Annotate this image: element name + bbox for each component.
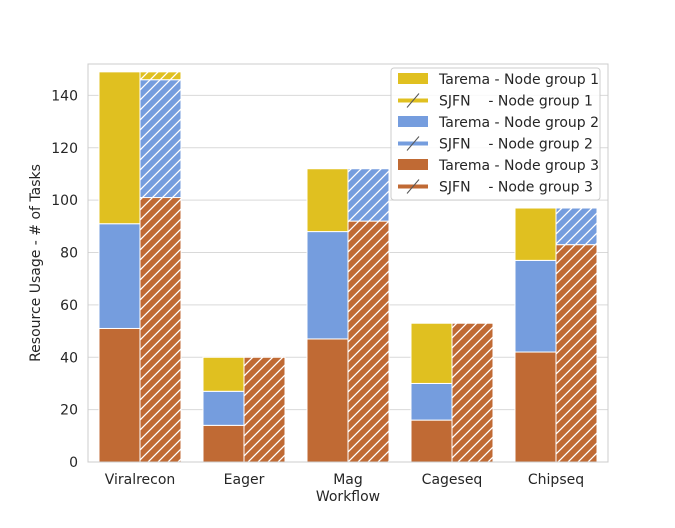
- bar-sjfn-group-3-eager: [243, 356, 286, 463]
- y-tick-label: 60: [60, 298, 78, 314]
- legend-label: Tarema - Node group 1: [438, 72, 599, 88]
- y-axis-label: Resource Usage - # of Tasks: [28, 164, 44, 362]
- legend-label: SJFN - Node group 2: [439, 137, 593, 153]
- legend-hatch-mark: [406, 93, 420, 108]
- legend-box: [390, 67, 601, 201]
- y-tick-label: 120: [51, 141, 78, 157]
- x-tick-label: Cageseq: [422, 472, 483, 488]
- bar-sjfn-group-3-viralrecon: [139, 197, 182, 463]
- y-tick-label: 20: [60, 403, 78, 419]
- bar-tarema-group-3-mag: [306, 338, 349, 463]
- bar-sjfn-group-2-viralrecon: [139, 79, 182, 199]
- bar-tarema-group-2-mag: [306, 231, 349, 340]
- x-tick-label: Viralrecon: [105, 472, 176, 488]
- legend-label: SJFN - Node group 1: [439, 94, 593, 110]
- legend-swatch: [398, 116, 428, 127]
- bar-tarema-group-3-chipseq: [514, 351, 557, 463]
- bar-sjfn-group-1-viralrecon: [139, 71, 182, 81]
- plot-frame: [87, 63, 609, 463]
- legend-hatch-mark: [406, 136, 420, 151]
- bar-tarema-group-1-cageseq: [410, 322, 453, 384]
- legend-label: SJFN - Node group 3: [439, 180, 593, 196]
- legend-hatch-mark: [406, 179, 420, 194]
- legend-label: Tarema - Node group 2: [438, 115, 599, 131]
- y-tick-label: 140: [51, 88, 78, 104]
- bar-tarema-group-2-chipseq: [514, 259, 557, 353]
- legend-swatch: [398, 73, 428, 84]
- y-tick-label: 100: [51, 193, 78, 209]
- bar-sjfn-group-3-chipseq: [555, 244, 598, 463]
- bar-tarema-group-1-chipseq: [514, 207, 557, 261]
- x-tick-label: Eager: [224, 472, 265, 488]
- bar-tarema-group-2-eager: [202, 390, 245, 426]
- legend-swatch: [398, 159, 428, 170]
- bar-tarema-group-3-cageseq: [410, 419, 453, 463]
- y-tick-label: 80: [60, 246, 78, 262]
- y-tick-label: 40: [60, 350, 78, 366]
- bar-tarema-group-2-viralrecon: [98, 223, 141, 329]
- bar-tarema-group-3-viralrecon: [98, 327, 141, 463]
- bar-sjfn-group-3-mag: [347, 220, 390, 463]
- legend: Tarema - Node group 1 SJFN - Node group 1…: [390, 67, 601, 201]
- bar-tarema-group-3-eager: [202, 424, 245, 463]
- bar-sjfn-group-3-cageseq: [451, 322, 494, 463]
- legend-label: Tarema - Node group 3: [438, 158, 599, 174]
- bar-tarema-group-1-viralrecon: [98, 71, 141, 225]
- bar-sjfn-group-2-mag: [347, 168, 390, 222]
- bar-tarema-group-2-cageseq: [410, 382, 453, 421]
- x-tick-label: Mag: [333, 472, 363, 488]
- ticks: 0 20 40 60 80 100 120 140 Viralrecon Eager Mag Cage…: [51, 88, 584, 488]
- bar-tarema-group-1-mag: [306, 168, 349, 233]
- x-axis-label: Workflow: [316, 489, 380, 505]
- bar-tarema-group-1-eager: [202, 356, 245, 392]
- x-tick-label: Chipseq: [528, 472, 584, 488]
- bar-sjfn-group-2-chipseq: [555, 207, 598, 246]
- y-tick-label: 0: [69, 455, 78, 471]
- bars: [98, 71, 598, 463]
